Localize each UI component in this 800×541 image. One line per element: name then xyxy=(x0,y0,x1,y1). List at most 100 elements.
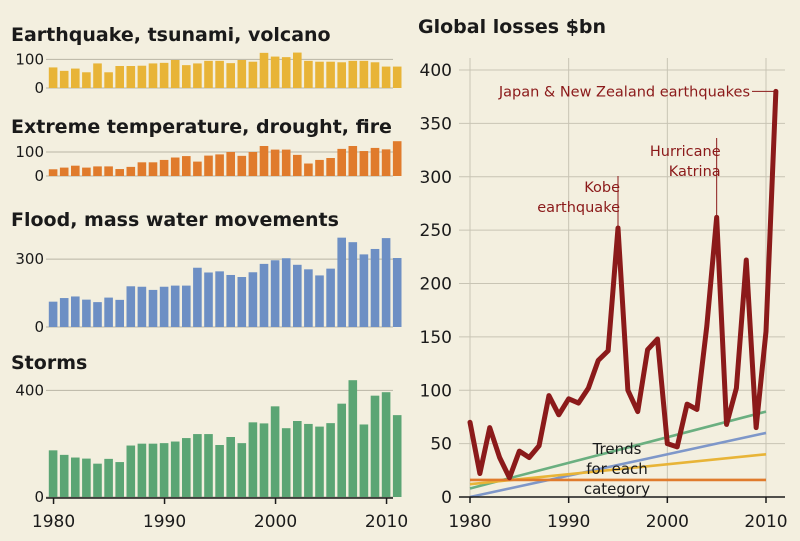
panel-title: Earthquake, tsunami, volcano xyxy=(11,24,331,46)
bar xyxy=(315,61,324,88)
bar xyxy=(226,274,235,327)
bar xyxy=(270,149,280,176)
bar xyxy=(259,52,269,88)
bar xyxy=(337,403,346,497)
bar xyxy=(59,167,69,176)
bar xyxy=(193,434,202,497)
bar xyxy=(259,146,269,176)
bar xyxy=(215,271,224,327)
bar xyxy=(281,428,291,497)
bar xyxy=(326,61,335,88)
bar xyxy=(293,421,302,497)
bar xyxy=(226,152,235,176)
bar xyxy=(304,163,313,176)
bar xyxy=(304,269,313,327)
x-tick-label: 1990 xyxy=(547,512,590,532)
bar xyxy=(71,457,80,497)
y-tick-label: 250 xyxy=(420,221,452,241)
bar xyxy=(93,302,102,327)
bar xyxy=(370,395,380,497)
bar xyxy=(237,443,247,497)
bar xyxy=(204,60,213,88)
x-tick-label: 2000 xyxy=(254,512,297,532)
bar xyxy=(104,166,113,176)
bar xyxy=(359,254,369,327)
trend-label: category xyxy=(584,480,650,498)
bar xyxy=(370,147,380,176)
bar xyxy=(359,424,369,497)
trend-line xyxy=(469,410,767,490)
bar xyxy=(170,60,180,88)
bar xyxy=(137,162,147,176)
bar xyxy=(148,289,158,327)
x-tick-label: 2010 xyxy=(744,512,787,532)
bar xyxy=(392,415,402,497)
bar xyxy=(204,155,213,176)
x-tick-label: 1980 xyxy=(32,512,75,532)
bar xyxy=(59,70,69,88)
bar xyxy=(326,423,335,497)
y-tick-label: 0 xyxy=(441,488,452,508)
bar xyxy=(381,66,391,88)
bar xyxy=(159,159,169,176)
bar xyxy=(193,63,202,88)
bar xyxy=(215,445,224,497)
bar xyxy=(348,146,358,176)
bar xyxy=(104,297,113,327)
bar-panel-4: Storms 0 400 xyxy=(11,352,402,506)
y-tick-label: 350 xyxy=(420,114,452,134)
trend-line xyxy=(469,431,767,499)
bar xyxy=(248,422,258,497)
bar xyxy=(82,299,91,327)
y-tick-label: 50 xyxy=(430,435,452,455)
panel-title: Extreme temperature, drought, fire xyxy=(11,116,392,138)
y-tick-label: 100 xyxy=(15,50,44,68)
bar xyxy=(270,406,280,497)
bar xyxy=(304,423,313,497)
y-tick-label: 0 xyxy=(34,79,44,97)
bar xyxy=(370,248,380,327)
bar xyxy=(148,162,158,176)
bar xyxy=(270,260,280,327)
bar xyxy=(193,267,202,327)
bar xyxy=(182,65,191,88)
y-tick-label: 200 xyxy=(420,275,452,295)
y-tick-label: 0 xyxy=(34,488,44,506)
bar xyxy=(115,462,124,497)
bar xyxy=(104,458,113,497)
bar xyxy=(293,52,302,88)
x-tick-label: 2010 xyxy=(365,512,408,532)
bar xyxy=(392,66,402,88)
bar xyxy=(359,151,369,176)
bar xyxy=(93,463,102,497)
bar xyxy=(237,155,247,176)
bar xyxy=(126,445,136,497)
bar xyxy=(115,169,124,176)
y-tick-label: 300 xyxy=(420,168,452,188)
bar xyxy=(370,62,380,88)
bar xyxy=(392,141,402,176)
bar xyxy=(148,63,158,88)
bar xyxy=(71,68,80,88)
bar xyxy=(248,272,258,327)
panel-title: Flood, mass water movements xyxy=(11,209,339,231)
bar xyxy=(248,152,258,176)
bar xyxy=(126,66,136,88)
annotation-text: earthquake xyxy=(537,200,620,216)
bar xyxy=(82,458,91,497)
bar xyxy=(315,426,324,497)
bar xyxy=(93,63,102,88)
bar xyxy=(337,237,346,327)
bar xyxy=(182,156,191,176)
bar xyxy=(59,454,69,497)
bar xyxy=(259,423,269,497)
annotation-text: Japan & New Zealand earthquakes xyxy=(498,84,750,100)
trend-label: for each xyxy=(586,460,648,478)
bar xyxy=(326,268,335,327)
bar xyxy=(182,285,191,327)
bar xyxy=(293,154,302,176)
bar xyxy=(48,169,58,176)
y-tick-label: 150 xyxy=(420,328,452,348)
